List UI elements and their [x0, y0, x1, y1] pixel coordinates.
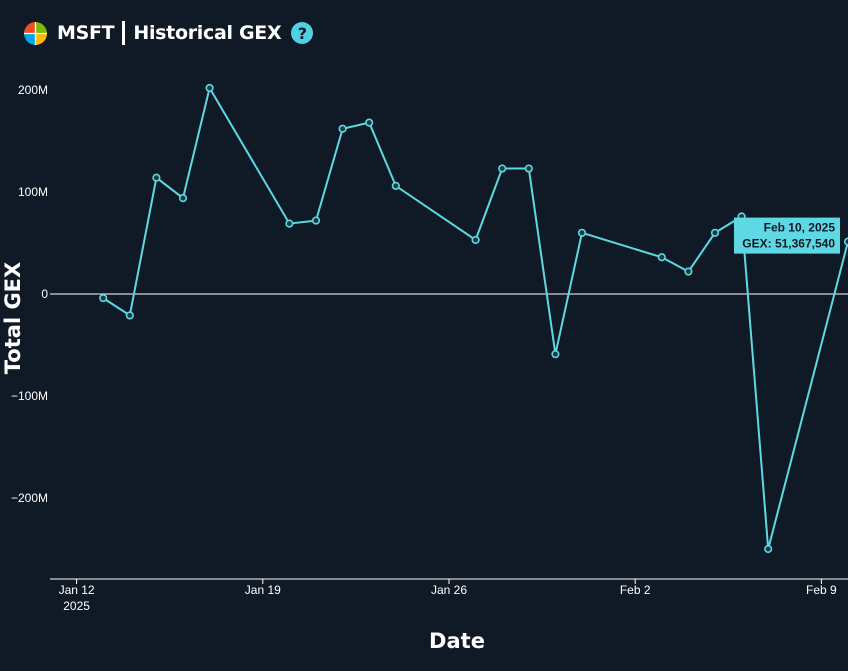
- chart-title: Historical GEX: [133, 22, 282, 44]
- data-point[interactable]: [338, 124, 347, 133]
- data-point[interactable]: [178, 194, 188, 203]
- data-point[interactable]: [471, 235, 480, 245]
- title-divider: [122, 21, 126, 45]
- tooltip-date: Feb 10, 2025: [764, 221, 836, 235]
- data-point[interactable]: [391, 181, 400, 190]
- tooltip-value: GEX: 51,367,540: [742, 237, 835, 251]
- data-point[interactable]: [311, 216, 321, 225]
- y-tick-label: −200M: [11, 491, 48, 505]
- x-tick-label: Jan 19: [245, 583, 281, 597]
- x-tick-sublabel: 2025: [63, 599, 90, 613]
- data-point[interactable]: [551, 350, 560, 359]
- x-tick-label: Jan 12: [59, 583, 95, 597]
- x-tick-label: Feb 2: [620, 583, 651, 597]
- series-line: [102, 85, 848, 550]
- x-tick-label: Feb 9: [806, 583, 837, 597]
- data-point[interactable]: [125, 311, 134, 320]
- data-point[interactable]: [205, 83, 214, 93]
- y-tick-label: −100M: [11, 389, 48, 403]
- data-point[interactable]: [365, 118, 374, 127]
- data-point[interactable]: [657, 253, 666, 262]
- tooltip-box: [734, 217, 840, 254]
- x-axis-title: Date: [429, 629, 485, 653]
- data-point[interactable]: [764, 544, 773, 554]
- microsoft-logo-icon: [24, 21, 47, 45]
- y-tick-label: 0: [41, 287, 48, 301]
- data-point[interactable]: [577, 228, 587, 237]
- data-point[interactable]: [152, 173, 161, 182]
- y-tick-label: 200M: [18, 83, 48, 97]
- data-point[interactable]: [684, 267, 693, 276]
- help-icon[interactable]: ?: [291, 22, 314, 44]
- ticker-symbol: MSFT: [57, 22, 115, 44]
- data-point[interactable]: [285, 219, 294, 228]
- x-axis-ticks: Jan 12 2025 Jan 19 Jan 26 Feb 2 Feb 9: [59, 579, 837, 613]
- hover-tooltip: Feb 10, 2025 GEX: 51,367,540: [734, 217, 840, 254]
- data-points: [99, 83, 848, 554]
- data-point[interactable]: [99, 293, 108, 303]
- data-point[interactable]: [710, 228, 720, 237]
- y-tick-label: 100M: [18, 185, 48, 199]
- data-point[interactable]: [843, 237, 848, 246]
- y-axis-ticks: 200M 100M 0 −100M −200M: [11, 83, 48, 505]
- data-point[interactable]: [498, 164, 507, 173]
- y-axis-title: Total GEX: [1, 262, 25, 374]
- data-point[interactable]: [524, 164, 533, 173]
- chart-header: MSFT Historical GEX ?: [24, 18, 314, 48]
- x-tick-label: Jan 26: [431, 583, 467, 597]
